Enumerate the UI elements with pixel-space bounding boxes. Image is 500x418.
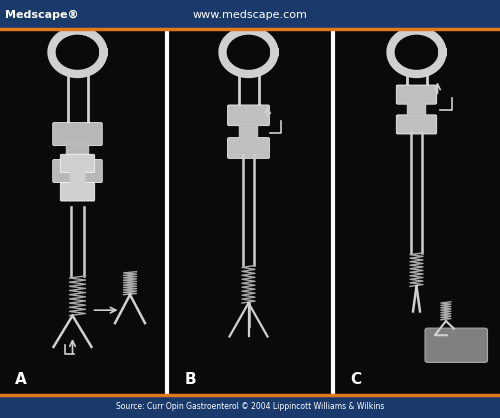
Text: B: B [185,372,196,387]
Text: Source: Curr Opin Gastroenterol © 2004 Lippincott Williams & Wilkins: Source: Curr Opin Gastroenterol © 2004 L… [116,402,384,411]
FancyBboxPatch shape [60,154,95,173]
FancyBboxPatch shape [60,183,95,201]
FancyBboxPatch shape [228,105,270,126]
Bar [0,395,500,418]
Bar [238,125,258,139]
Bar [66,145,90,161]
Bar [0,0,500,29]
FancyBboxPatch shape [53,122,102,146]
Text: Medscape®: Medscape® [5,10,78,20]
Text: C: C [350,372,361,387]
FancyBboxPatch shape [396,115,437,134]
FancyBboxPatch shape [396,85,437,104]
Bar [70,171,86,184]
FancyBboxPatch shape [425,328,488,362]
Bar [407,103,426,116]
Text: A: A [15,372,27,387]
FancyBboxPatch shape [228,138,270,158]
FancyBboxPatch shape [53,159,102,183]
Text: www.medscape.com: www.medscape.com [192,10,308,20]
